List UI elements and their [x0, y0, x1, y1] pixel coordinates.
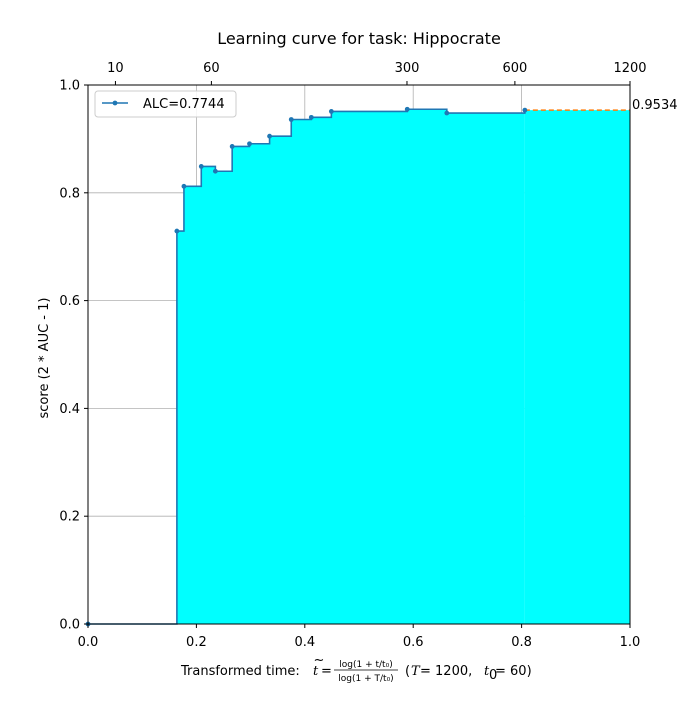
x-axis-label-equals: =	[321, 664, 332, 679]
legend-marker-swatch	[112, 100, 118, 106]
score-area-fill	[88, 109, 525, 624]
data-point-10	[328, 109, 334, 114]
x-tick-label: 1.0	[620, 635, 641, 650]
data-point-8	[288, 117, 294, 122]
y-tick-label: 0.4	[59, 402, 80, 417]
data-point-9	[308, 114, 314, 120]
x-axis-label-denominator: log(1 + T/t₀)	[338, 674, 393, 684]
x-tick-label: 0.0	[78, 635, 99, 650]
x-tick-label: 0.6	[403, 635, 424, 650]
x-axis-label-t0-subscript: 0	[489, 668, 497, 683]
data-point-11	[404, 106, 410, 112]
y-tick-label: 0.6	[59, 294, 80, 309]
chart-title: Learning curve for task: Hippocrate	[217, 29, 501, 48]
top-tick-label: 60	[203, 61, 220, 76]
top-tick-label: 300	[395, 61, 420, 76]
extension-area-fill	[524, 110, 630, 624]
data-point-1	[174, 228, 180, 234]
y-tick-label: 0.8	[59, 186, 80, 201]
x-tick-label: 0.8	[511, 635, 532, 650]
data-point-12	[444, 110, 450, 116]
x-axis-label: Transformed time: t ~ = log(1 + t/t₀) lo…	[180, 653, 532, 684]
y-tick-label: 1.0	[59, 79, 80, 94]
top-tick-label: 600	[502, 61, 527, 76]
top-tick-label: 10	[107, 61, 124, 76]
x-axis-label-T-var: T	[411, 664, 421, 679]
legend-box	[94, 90, 237, 118]
data-point-13	[522, 107, 528, 113]
y-tick-label: 0.2	[59, 510, 80, 525]
x-axis-label-t-var: t	[313, 664, 319, 679]
top-tick-label: 1200	[613, 61, 646, 76]
x-axis-label-t0-value: = 60)	[495, 664, 532, 679]
y-tick-label: 0.0	[59, 618, 80, 633]
x-axis-label-t0-var: t	[484, 664, 490, 679]
data-point-7	[267, 133, 272, 139]
final-score-label: 0.9534	[632, 98, 678, 113]
x-axis-label-numerator: log(1 + t/t₀)	[339, 660, 392, 670]
data-point-5	[229, 144, 235, 149]
data-point-4	[212, 168, 218, 174]
data-point-6	[247, 141, 252, 147]
y-axis-label: score (2 * AUC - 1)	[37, 298, 52, 419]
data-point-3	[198, 163, 204, 169]
axis-ticks: 0.0 0.2 0.4 0.6 0.8 1.0 0.0 0.2 0.4 0.6 0.8 1.0 10 60…	[59, 61, 646, 650]
data-point-2	[181, 183, 187, 189]
x-axis-label-prefix: Transformed time:	[180, 664, 300, 679]
x-axis-label-paren-open: (	[405, 664, 410, 679]
plot-frame	[87, 84, 631, 625]
x-tick-label: 0.4	[294, 635, 315, 650]
x-axis-label-T-value: = 1200,	[420, 664, 472, 679]
legend-label: ALC=0.7744	[143, 97, 225, 112]
data-points	[85, 106, 528, 627]
x-axis-label-tilde: ~	[314, 653, 325, 668]
legend: ALC=0.7744	[94, 90, 237, 118]
x-tick-label: 0.2	[186, 635, 207, 650]
